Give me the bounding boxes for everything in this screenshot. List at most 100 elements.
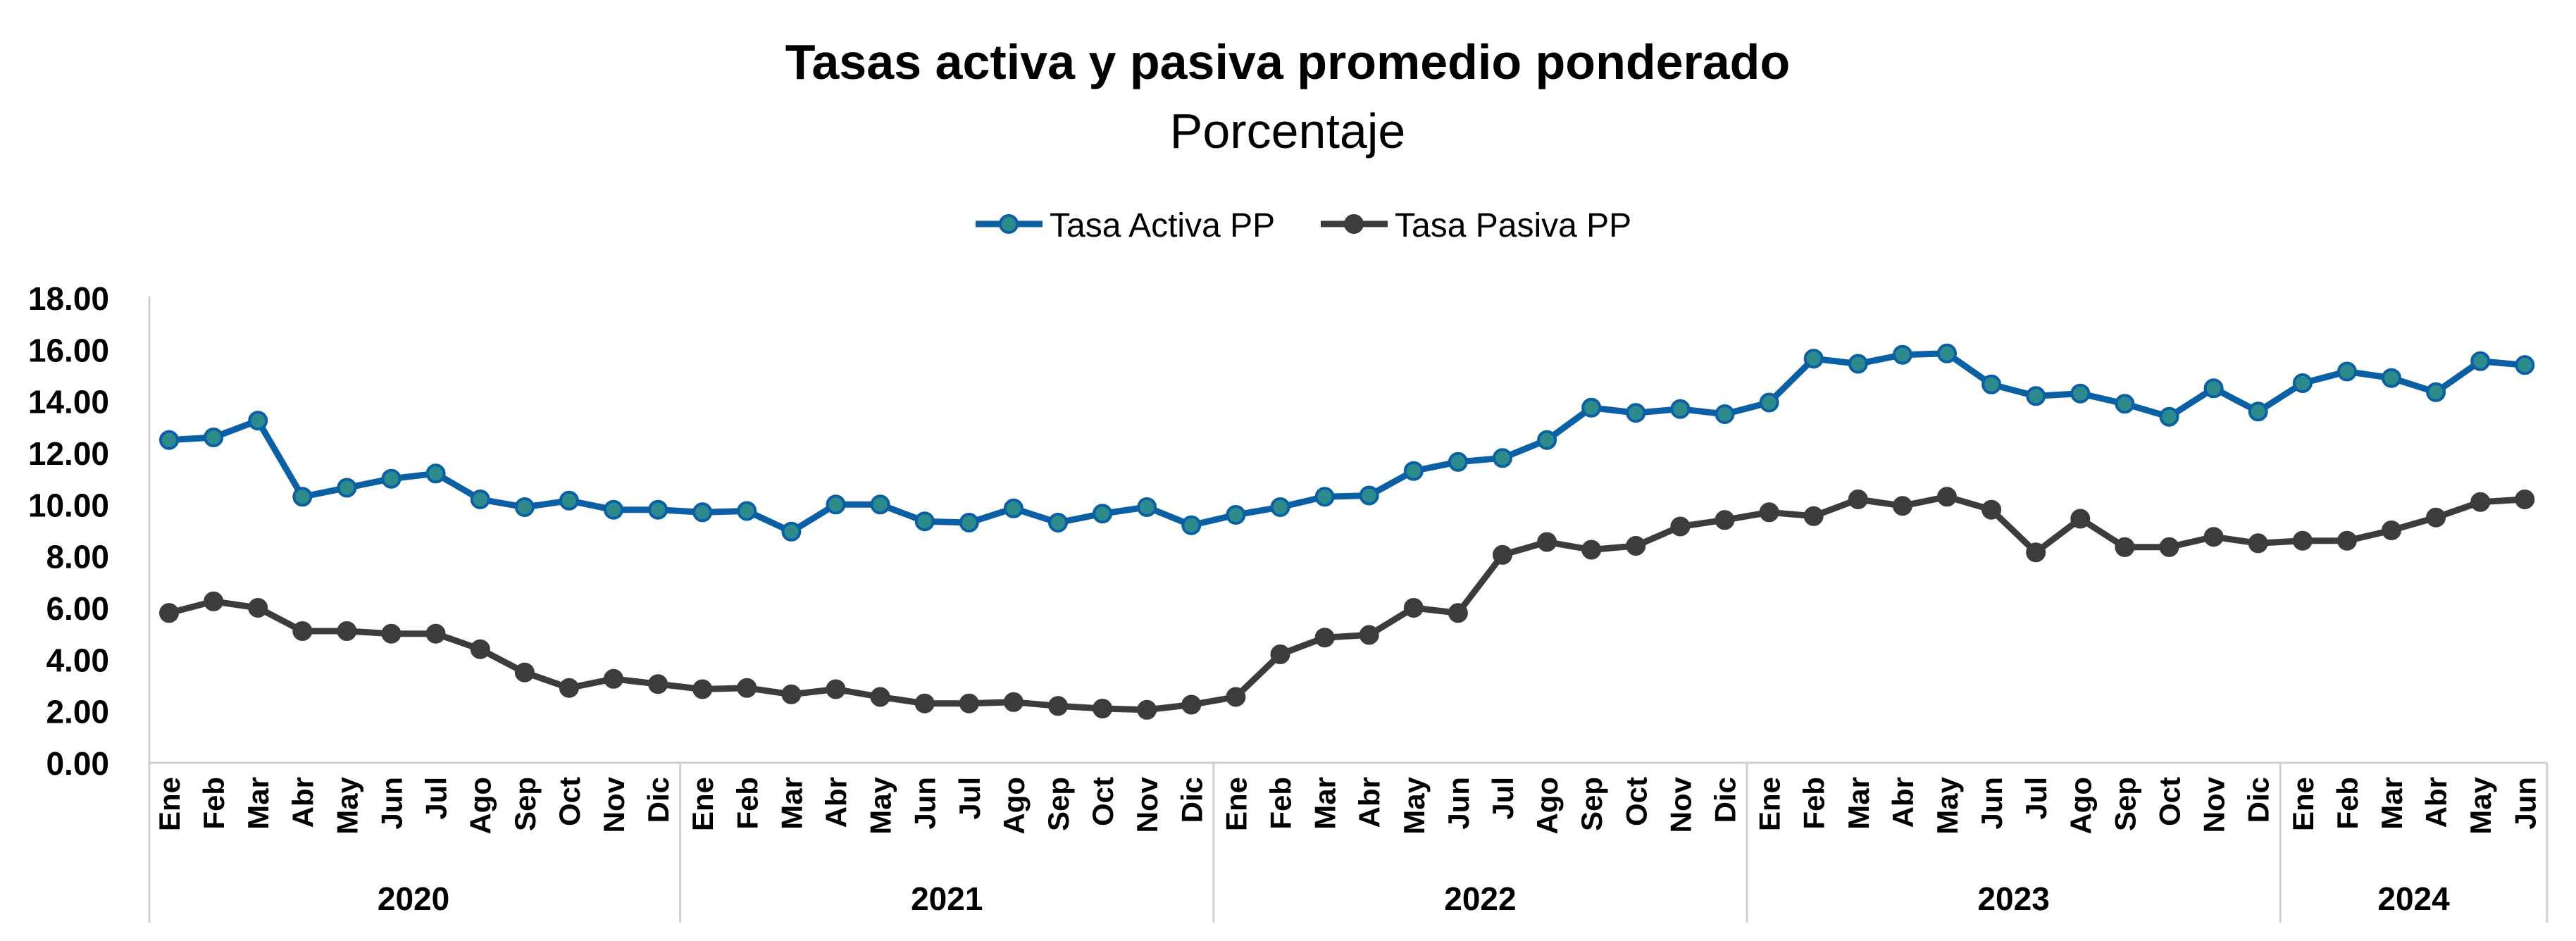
data-point-pasiva[interactable] xyxy=(1759,502,1779,523)
data-point-pasiva[interactable] xyxy=(2070,509,2091,529)
data-point-pasiva[interactable] xyxy=(692,679,713,699)
data-point-activa[interactable] xyxy=(2426,382,2446,402)
data-point-activa[interactable] xyxy=(2382,368,2401,388)
data-point-pasiva[interactable] xyxy=(1981,499,2002,520)
data-point-activa[interactable] xyxy=(1803,349,1824,369)
data-point-activa[interactable] xyxy=(1715,404,1735,424)
data-point-activa[interactable] xyxy=(826,494,846,515)
data-point-activa[interactable] xyxy=(292,487,313,507)
data-point-pasiva[interactable] xyxy=(1803,506,1824,526)
data-point-pasiva[interactable] xyxy=(1715,510,1735,530)
data-point-pasiva[interactable] xyxy=(2515,490,2535,509)
data-point-activa[interactable] xyxy=(470,490,490,509)
data-point-pasiva[interactable] xyxy=(1181,694,1202,715)
data-point-activa[interactable] xyxy=(1581,397,1602,418)
data-point-pasiva[interactable] xyxy=(1448,603,1468,623)
data-point-activa[interactable] xyxy=(2292,373,2313,393)
data-point-activa[interactable] xyxy=(959,513,979,532)
data-point-activa[interactable] xyxy=(648,499,668,520)
data-point-activa[interactable] xyxy=(1448,451,1468,472)
data-point-pasiva[interactable] xyxy=(2203,527,2224,547)
data-point-pasiva[interactable] xyxy=(2337,530,2357,551)
data-point-pasiva[interactable] xyxy=(1226,687,1246,707)
data-point-activa[interactable] xyxy=(781,521,802,542)
data-point-pasiva[interactable] xyxy=(292,621,313,641)
data-point-pasiva[interactable] xyxy=(2248,533,2268,554)
data-point-pasiva[interactable] xyxy=(648,674,668,694)
data-point-activa[interactable] xyxy=(1493,448,1512,468)
data-point-pasiva[interactable] xyxy=(1403,598,1424,618)
data-point-activa[interactable] xyxy=(1537,430,1557,450)
data-point-activa[interactable] xyxy=(159,430,179,450)
data-point-pasiva[interactable] xyxy=(1048,696,1068,716)
data-point-pasiva[interactable] xyxy=(559,678,579,698)
data-point-activa[interactable] xyxy=(337,478,357,498)
data-point-activa[interactable] xyxy=(1759,392,1779,413)
data-point-pasiva[interactable] xyxy=(2026,542,2046,563)
data-point-pasiva[interactable] xyxy=(425,623,446,644)
data-point-pasiva[interactable] xyxy=(1493,544,1512,565)
data-point-activa[interactable] xyxy=(1093,504,1113,524)
data-point-activa[interactable] xyxy=(425,463,446,484)
data-point-activa[interactable] xyxy=(2026,386,2046,406)
data-point-pasiva[interactable] xyxy=(248,598,268,618)
data-point-activa[interactable] xyxy=(1181,515,1202,535)
data-point-activa[interactable] xyxy=(2470,351,2491,371)
data-point-pasiva[interactable] xyxy=(604,668,623,689)
data-point-activa[interactable] xyxy=(381,468,402,489)
data-point-activa[interactable] xyxy=(1137,497,1157,517)
data-point-pasiva[interactable] xyxy=(204,591,224,611)
data-point-activa[interactable] xyxy=(2070,383,2091,404)
data-point-pasiva[interactable] xyxy=(2382,521,2401,540)
data-point-activa[interactable] xyxy=(2248,401,2268,422)
data-point-pasiva[interactable] xyxy=(2426,507,2446,528)
data-point-pasiva[interactable] xyxy=(1093,699,1113,718)
data-point-pasiva[interactable] xyxy=(514,662,535,683)
data-point-activa[interactable] xyxy=(1937,343,1957,363)
data-point-pasiva[interactable] xyxy=(1848,490,1868,509)
data-point-activa[interactable] xyxy=(2515,355,2535,375)
legend-item-activa[interactable]: Tasa Activa PP xyxy=(976,207,1275,244)
data-point-activa[interactable] xyxy=(604,499,623,520)
data-point-activa[interactable] xyxy=(2115,394,2135,414)
data-point-pasiva[interactable] xyxy=(159,603,179,623)
data-point-pasiva[interactable] xyxy=(826,679,846,699)
data-point-pasiva[interactable] xyxy=(1314,628,1335,648)
data-point-pasiva[interactable] xyxy=(381,623,402,644)
data-point-pasiva[interactable] xyxy=(737,678,757,698)
data-point-activa[interactable] xyxy=(1626,403,1646,423)
data-point-activa[interactable] xyxy=(2203,378,2224,399)
data-point-activa[interactable] xyxy=(248,411,268,431)
data-point-pasiva[interactable] xyxy=(470,639,490,659)
data-point-activa[interactable] xyxy=(2159,406,2179,427)
data-point-activa[interactable] xyxy=(559,490,579,511)
data-point-activa[interactable] xyxy=(514,497,535,517)
data-point-activa[interactable] xyxy=(1670,399,1691,419)
data-point-pasiva[interactable] xyxy=(2292,530,2313,551)
data-point-activa[interactable] xyxy=(1270,497,1290,517)
data-point-pasiva[interactable] xyxy=(1937,487,1957,507)
data-point-pasiva[interactable] xyxy=(870,687,890,707)
data-point-activa[interactable] xyxy=(1892,344,1912,365)
data-point-pasiva[interactable] xyxy=(1003,692,1023,712)
data-point-pasiva[interactable] xyxy=(2159,537,2179,557)
data-point-pasiva[interactable] xyxy=(1270,644,1290,664)
data-point-activa[interactable] xyxy=(914,511,935,532)
data-point-activa[interactable] xyxy=(1314,487,1335,507)
data-point-activa[interactable] xyxy=(692,502,713,523)
data-point-activa[interactable] xyxy=(1048,513,1068,532)
data-point-activa[interactable] xyxy=(1981,374,2002,394)
data-point-pasiva[interactable] xyxy=(2470,492,2491,512)
data-point-pasiva[interactable] xyxy=(959,693,979,713)
data-point-activa[interactable] xyxy=(204,428,224,447)
data-point-pasiva[interactable] xyxy=(1537,532,1557,552)
data-point-activa[interactable] xyxy=(1003,498,1023,518)
data-point-pasiva[interactable] xyxy=(781,684,802,704)
data-point-pasiva[interactable] xyxy=(1359,625,1379,645)
data-point-activa[interactable] xyxy=(1359,485,1379,506)
data-point-pasiva[interactable] xyxy=(1670,516,1691,537)
data-point-activa[interactable] xyxy=(1403,461,1424,481)
data-point-pasiva[interactable] xyxy=(1581,540,1602,560)
data-point-activa[interactable] xyxy=(1848,354,1868,374)
data-point-pasiva[interactable] xyxy=(914,693,935,713)
